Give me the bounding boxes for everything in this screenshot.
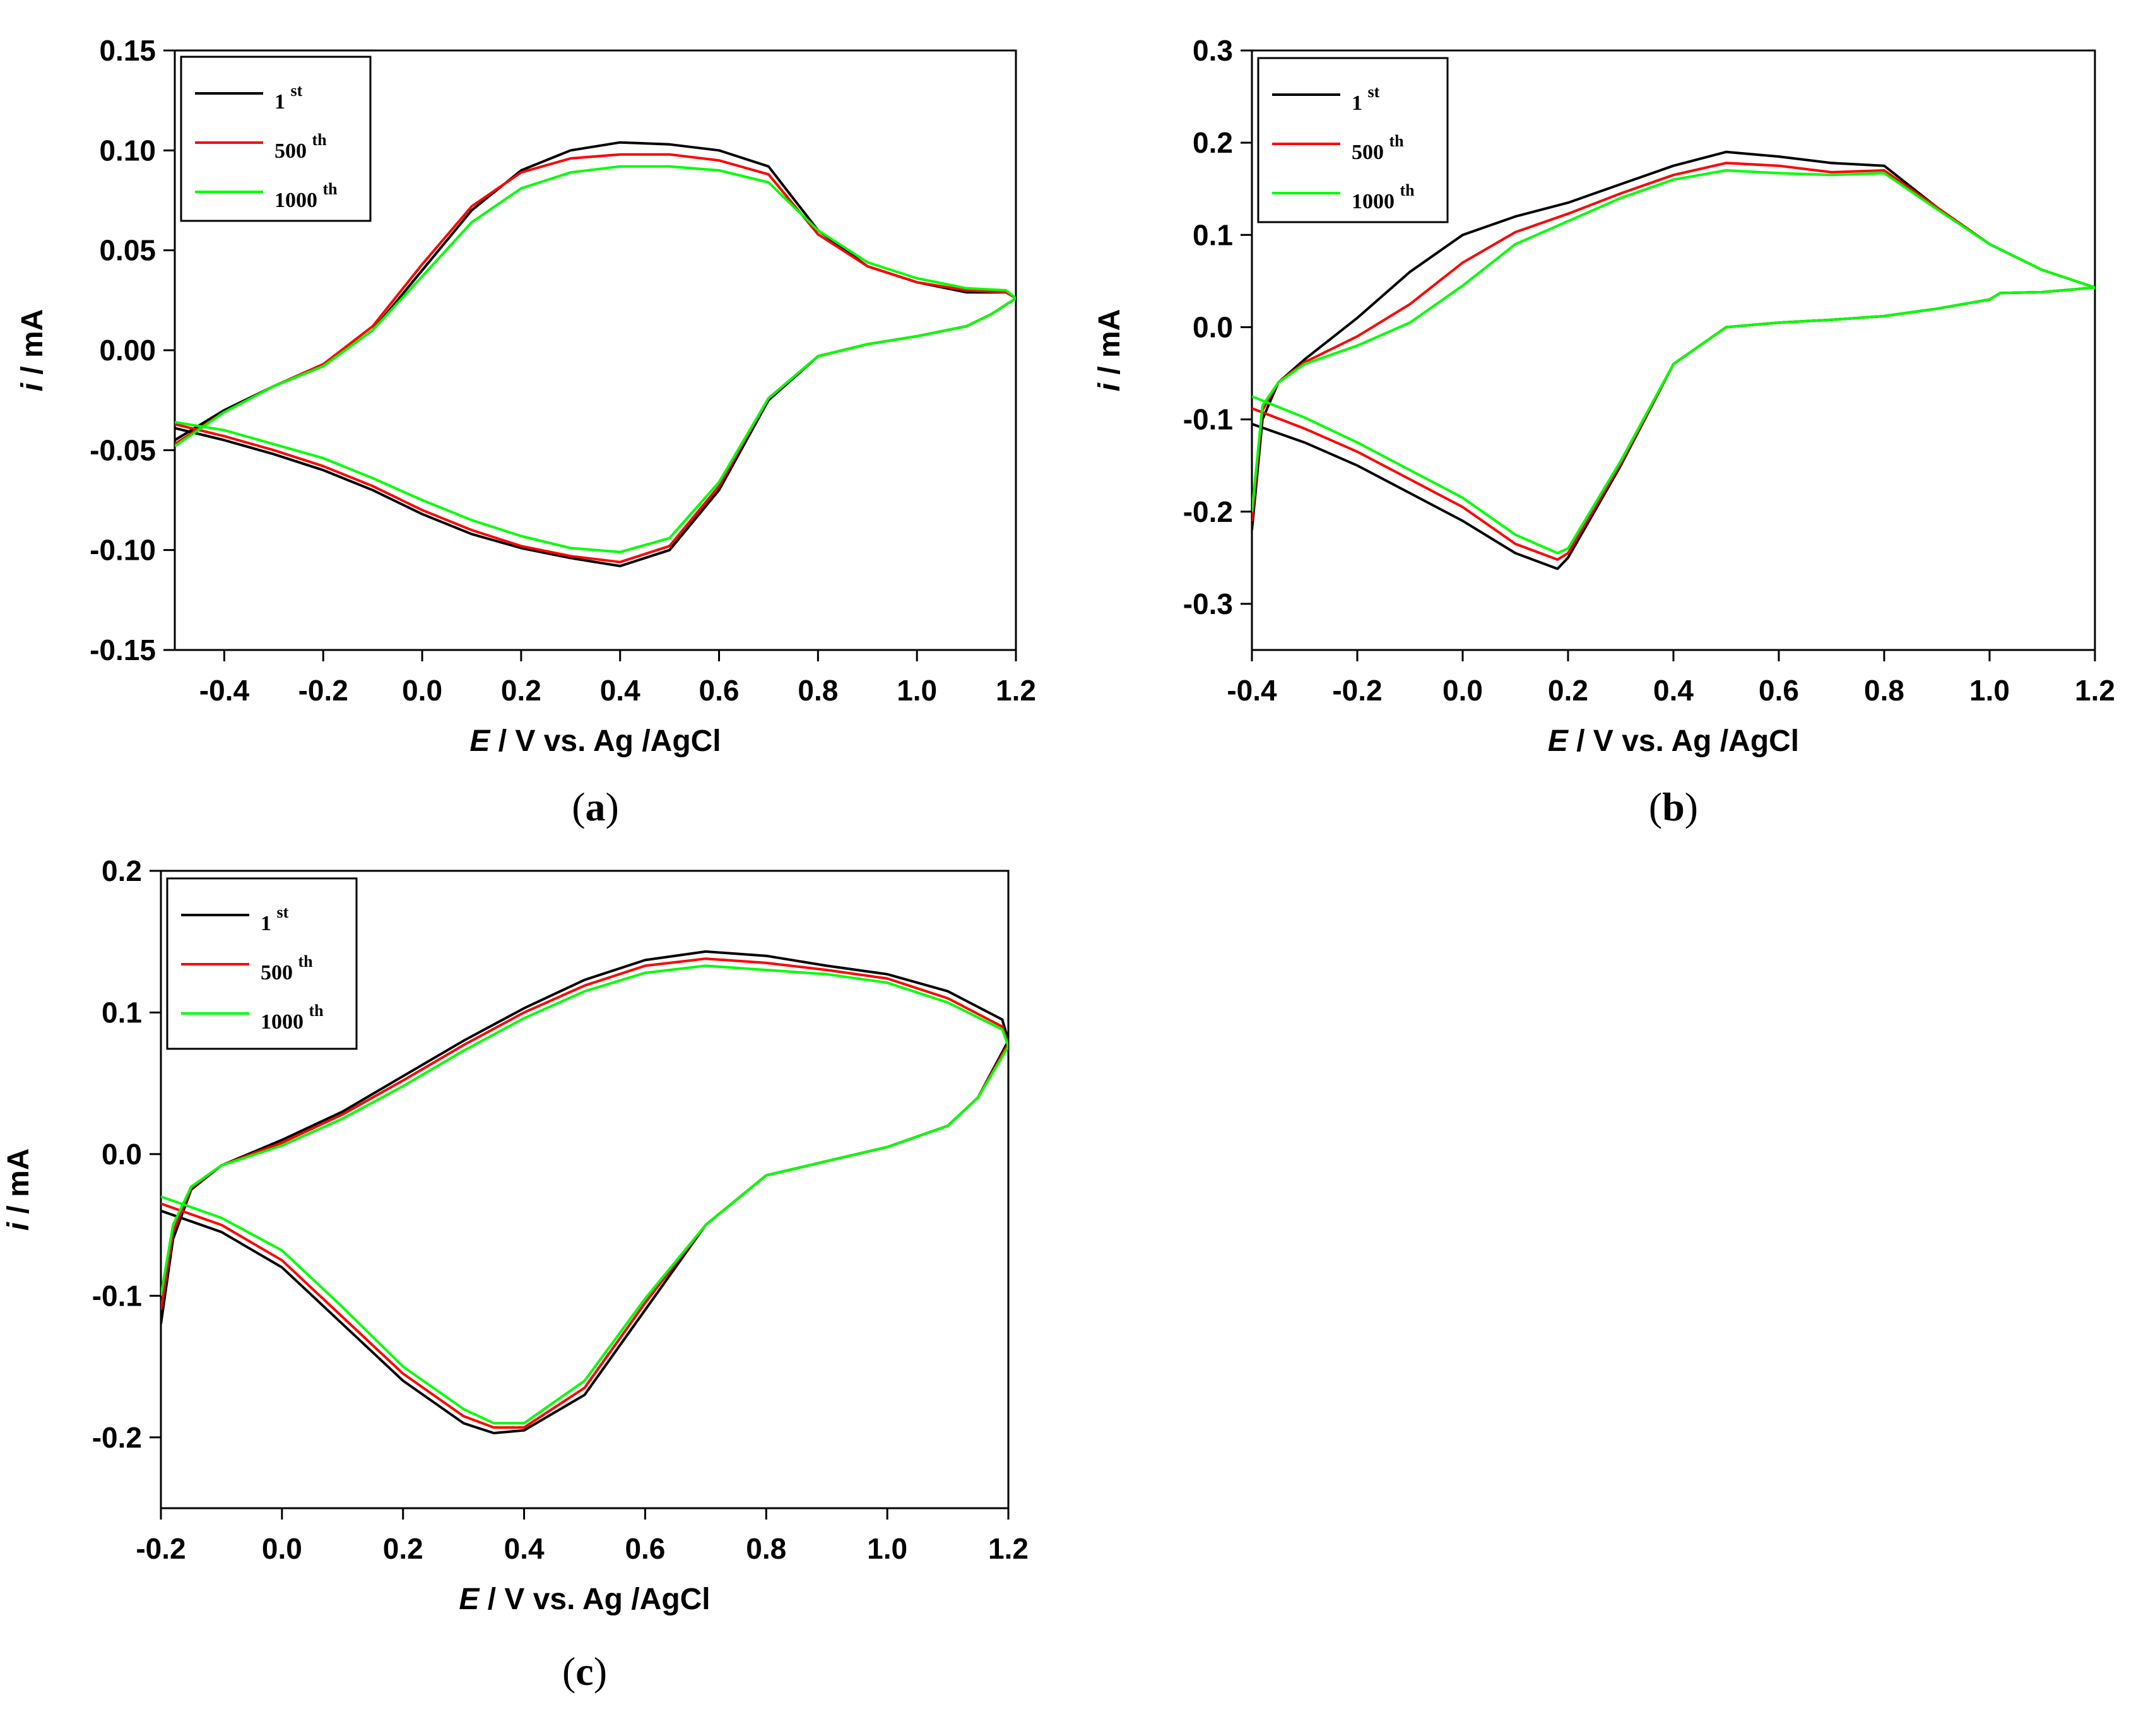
x-tick-label: 1.2 (2075, 674, 2115, 707)
series-line-1000th (1252, 169, 2095, 555)
legend-label: 1000 th (261, 1001, 324, 1034)
y-tick-label: -0.1 (92, 1279, 142, 1312)
y-tick-label: 0.00 (99, 334, 156, 367)
series-line-1st (1252, 150, 2095, 570)
y-tick-label: 0.1 (102, 996, 142, 1029)
x-tick-label: -0.4 (1227, 674, 1277, 707)
x-tick-label: 0.8 (746, 1532, 786, 1565)
plot-frame (160, 870, 1010, 1509)
x-tick-label: 1.0 (1969, 674, 2010, 707)
x-tick-label: 0.2 (1548, 674, 1588, 707)
series-line-500th (175, 153, 1016, 564)
x-tick-label: 0.8 (798, 674, 838, 707)
series-line-1000th (161, 964, 1008, 1425)
x-tick-label: 0.6 (625, 1532, 665, 1565)
y-tick-label: 0.15 (99, 34, 156, 67)
y-tick-label: -0.2 (1183, 495, 1233, 528)
x-tick-label: -0.4 (199, 674, 250, 707)
x-axis-title: E / V vs. Ag /AgCl (1548, 724, 1799, 758)
legend: 1 st 500 th 1000 th (1257, 57, 1449, 223)
y-tick-label: 0.0 (102, 1138, 142, 1171)
x-tick-label: 0.0 (1442, 674, 1483, 707)
x-tick-label: 0.4 (600, 674, 640, 707)
panel-label: (a) (572, 784, 619, 829)
legend-label: 1000 th (274, 180, 338, 212)
chart-panel-a: -0.4 -0.2 0.0 0.2 0.4 0.6 0.8 1.0 1.2 0.15 0.10 0.0… (16, 34, 1036, 829)
x-tick-label: -0.2 (298, 674, 348, 707)
series-line-500th (1252, 162, 2095, 561)
chart-panel-c: -0.2 0.0 0.2 0.4 0.6 0.8 1.0 1.2 0.2 0.1 0.0 -0.1 -0… (2, 854, 1029, 1694)
legend-label: 500 th (274, 131, 327, 163)
x-tick-label: 0.4 (1653, 674, 1694, 707)
x-tick-label: 0.6 (699, 674, 740, 707)
x-tick-label: 1.0 (897, 674, 937, 707)
y-tick-label: -0.2 (92, 1421, 142, 1454)
legend-label: 1 st (274, 81, 303, 114)
series-line-1st (175, 141, 1016, 567)
legend-box (1257, 57, 1449, 223)
legend-label: 500 th (261, 952, 313, 984)
y-tick-label: -0.15 (90, 634, 156, 666)
x-axis-title: E / V vs. Ag /AgCl (469, 724, 721, 758)
series-line-1st (161, 950, 1008, 1434)
y-tick-label: 0.3 (1193, 34, 1233, 67)
y-tick-label: 0.0 (1193, 310, 1233, 343)
x-tick-label: -0.2 (1332, 674, 1382, 707)
x-tick-label: 0.0 (402, 674, 442, 707)
x-tick-label: 0.2 (501, 674, 541, 707)
x-tick-label: 0.0 (262, 1532, 302, 1565)
y-tick-label: -0.3 (1183, 588, 1233, 620)
legend: 1 st 500 th 1000 th (166, 877, 358, 1050)
y-axis-title: i / mA (1093, 309, 1126, 392)
x-tick-label: 0.6 (1759, 674, 1799, 707)
panel-label: (b) (1649, 784, 1698, 829)
legend-box (180, 56, 372, 222)
x-tick-label: 0.8 (1864, 674, 1904, 707)
x-tick-label: 0.2 (383, 1532, 423, 1565)
panel-label: (c) (562, 1649, 607, 1694)
x-tick-label: 1.2 (996, 674, 1036, 707)
legend-label: 1000 th (1352, 181, 1415, 213)
y-tick-label: -0.05 (90, 434, 156, 466)
y-tick-label: -0.10 (90, 534, 156, 567)
x-tick-label: -0.2 (136, 1532, 186, 1565)
y-tick-label: -0.1 (1183, 403, 1233, 436)
y-tick-label: 0.1 (1193, 218, 1233, 251)
legend-label: 1 st (1352, 83, 1380, 115)
legend: 1 st 500 th 1000 th (180, 56, 372, 222)
y-tick-label: 0.10 (99, 134, 156, 167)
x-axis-title: E / V vs. Ag /AgCl (459, 1583, 710, 1616)
x-tick-label: 1.0 (867, 1532, 907, 1565)
y-axis-title: i / mA (2, 1148, 35, 1231)
chart-panel-b: -0.4 -0.2 0.0 0.2 0.4 0.6 0.8 1.0 1.2 0.3 0.2 0.1 0.… (1093, 34, 2115, 829)
x-tick-label: 0.4 (504, 1532, 545, 1565)
y-tick-label: 0.2 (102, 854, 142, 887)
series-line-1000th (175, 165, 1016, 553)
x-tick-label: 1.2 (988, 1532, 1029, 1565)
legend-label: 1 st (261, 903, 289, 935)
y-tick-label: 0.2 (1193, 126, 1233, 159)
legend-label: 500 th (1352, 132, 1404, 164)
y-axis-title: i / mA (16, 309, 49, 392)
y-tick-label: 0.05 (99, 234, 156, 267)
